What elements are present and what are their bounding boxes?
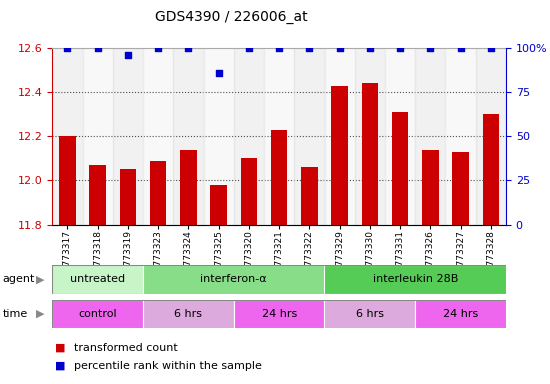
Bar: [143, 48, 173, 225]
Bar: [294, 48, 324, 225]
Bar: [415, 300, 506, 328]
Point: [153, 45, 162, 51]
Bar: [59, 136, 76, 225]
Bar: [301, 167, 318, 225]
Bar: [324, 48, 355, 225]
Bar: [204, 48, 234, 225]
Bar: [113, 48, 143, 225]
Bar: [355, 48, 385, 225]
Text: interferon-α: interferon-α: [200, 274, 267, 285]
Bar: [234, 48, 264, 225]
Bar: [119, 169, 136, 225]
Text: ■: ■: [55, 361, 65, 371]
Bar: [52, 300, 143, 328]
Bar: [422, 149, 439, 225]
Text: ▶: ▶: [36, 274, 44, 285]
Point: [184, 45, 192, 51]
Bar: [452, 152, 469, 225]
Text: control: control: [78, 309, 117, 319]
Text: 6 hrs: 6 hrs: [356, 309, 384, 319]
Point: [93, 45, 102, 51]
Bar: [482, 114, 499, 225]
Bar: [150, 161, 167, 225]
Point: [426, 45, 434, 51]
Point: [335, 45, 344, 51]
Bar: [361, 83, 378, 225]
Bar: [476, 48, 506, 225]
Bar: [52, 265, 143, 294]
Bar: [331, 86, 348, 225]
Bar: [271, 130, 288, 225]
Text: interleukin 28B: interleukin 28B: [372, 274, 458, 285]
Bar: [446, 48, 476, 225]
Text: GDS4390 / 226006_at: GDS4390 / 226006_at: [155, 10, 307, 23]
Text: agent: agent: [3, 274, 35, 285]
Bar: [82, 48, 113, 225]
Point: [486, 45, 495, 51]
Bar: [52, 48, 82, 225]
Point: [214, 70, 223, 76]
Text: ▶: ▶: [36, 309, 44, 319]
Point: [365, 45, 374, 51]
Bar: [240, 158, 257, 225]
Text: transformed count: transformed count: [74, 343, 178, 353]
Bar: [324, 265, 506, 294]
Bar: [180, 149, 197, 225]
Bar: [264, 48, 294, 225]
Text: 24 hrs: 24 hrs: [443, 309, 478, 319]
Text: time: time: [3, 309, 28, 319]
Point: [244, 45, 253, 51]
Point: [63, 45, 72, 51]
Bar: [415, 48, 446, 225]
Bar: [324, 300, 415, 328]
Point: [305, 45, 314, 51]
Bar: [210, 185, 227, 225]
Bar: [385, 48, 415, 225]
Point: [123, 52, 132, 58]
Point: [456, 45, 465, 51]
Text: 6 hrs: 6 hrs: [174, 309, 202, 319]
Bar: [89, 165, 106, 225]
Text: ■: ■: [55, 343, 65, 353]
Bar: [143, 265, 324, 294]
Point: [274, 45, 284, 51]
Text: untreated: untreated: [70, 274, 125, 285]
Text: percentile rank within the sample: percentile rank within the sample: [74, 361, 262, 371]
Text: 24 hrs: 24 hrs: [261, 309, 297, 319]
Bar: [234, 300, 324, 328]
Point: [395, 45, 404, 51]
Bar: [173, 48, 204, 225]
Bar: [143, 300, 234, 328]
Bar: [392, 112, 409, 225]
